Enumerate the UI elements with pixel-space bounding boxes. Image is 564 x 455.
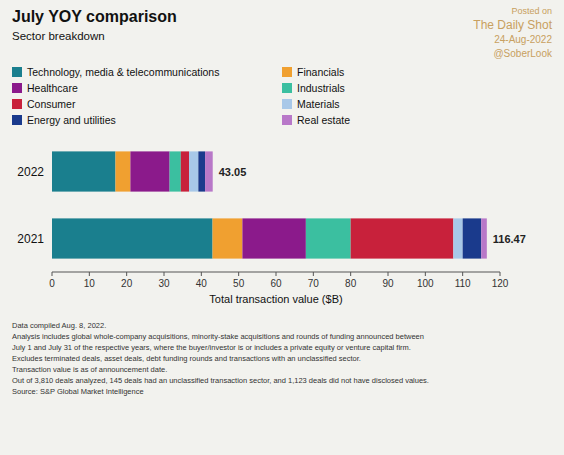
bar <box>205 151 213 191</box>
x-tick <box>500 272 501 276</box>
legend-label: Real estate <box>297 114 350 126</box>
x-tick-label: 50 <box>233 278 245 289</box>
legend: Technology, media & telecommunications Fi… <box>12 66 350 126</box>
x-tick <box>89 272 90 276</box>
legend-swatch <box>282 115 292 125</box>
chart: July YOY comparison Sector breakdown Poste… <box>0 0 564 455</box>
x-tick-label: 40 <box>196 278 208 289</box>
bar <box>351 218 454 258</box>
x-axis-label: Total transaction value ($B) <box>209 293 342 305</box>
x-tick-label: 0 <box>49 278 55 289</box>
bar <box>130 151 169 191</box>
bar <box>481 218 487 258</box>
footnote: Out of 3,810 deals analyzed, 145 deals h… <box>12 376 429 385</box>
bar <box>52 218 213 258</box>
x-tick-label: 100 <box>417 278 434 289</box>
watermark: @SoberLook <box>493 48 553 59</box>
watermark: Posted on <box>511 6 552 16</box>
x-tick <box>238 272 239 276</box>
bar <box>52 151 115 191</box>
x-tick-label: 20 <box>121 278 133 289</box>
legend-label: Healthcare <box>27 82 78 94</box>
x-tick-label: 80 <box>345 278 357 289</box>
legend-swatch <box>282 99 292 109</box>
legend-swatch <box>282 83 292 93</box>
legend-label: Consumer <box>27 98 76 110</box>
footnote: July 1 and July 31 of the respective yea… <box>12 343 411 352</box>
x-tick <box>388 272 389 276</box>
footnote: Source: S&P Global Market Intelligence <box>12 387 144 396</box>
bars <box>52 151 487 258</box>
x-tick <box>462 272 463 276</box>
footnote: Analysis includes global whole-company a… <box>12 332 424 341</box>
bar <box>115 151 130 191</box>
footnote: Data compiled Aug. 8, 2022. <box>12 321 106 330</box>
total-label: 116.47 <box>493 233 526 245</box>
x-tick <box>350 272 351 276</box>
bar <box>242 218 305 258</box>
bar <box>189 151 198 191</box>
bar <box>213 218 243 258</box>
subtitle: Sector breakdown <box>12 30 105 42</box>
bar <box>181 151 189 191</box>
x-tick-label: 120 <box>492 278 509 289</box>
total-label: 43.05 <box>219 166 247 178</box>
bar <box>453 218 462 258</box>
title: July YOY comparison <box>12 8 177 25</box>
x-tick <box>201 272 202 276</box>
x-tick <box>313 272 314 276</box>
legend-label: Technology, media & telecommunications <box>27 66 219 78</box>
legend-label: Materials <box>297 98 340 110</box>
x-tick-label: 110 <box>455 278 471 289</box>
category-label: 2021 <box>17 232 44 246</box>
bar <box>306 218 351 258</box>
x-tick-label: 90 <box>382 278 394 289</box>
x-tick <box>126 272 127 276</box>
category-label: 2022 <box>17 165 44 179</box>
legend-swatch <box>12 115 22 125</box>
legend-label: Energy and utilities <box>27 114 116 126</box>
x-tick-label: 70 <box>308 278 320 289</box>
watermark: The Daily Shot <box>473 18 552 32</box>
legend-swatch <box>12 99 22 109</box>
x-tick-label: 60 <box>270 278 282 289</box>
bar <box>198 151 205 191</box>
bar <box>463 218 482 258</box>
legend-swatch <box>12 83 22 93</box>
legend-swatch <box>282 67 292 77</box>
x-tick <box>425 272 426 276</box>
x-tick <box>276 272 277 276</box>
watermark: 24-Aug-2022 <box>494 34 552 45</box>
bar <box>170 151 181 191</box>
legend-label: Financials <box>297 66 344 78</box>
footnote: Transaction value is as of announcement … <box>12 365 167 374</box>
x-tick <box>52 272 53 276</box>
x-tick <box>164 272 165 276</box>
footnote: Excludes terminated deals, asset deals, … <box>12 354 361 363</box>
x-tick-label: 10 <box>84 278 96 289</box>
legend-label: Industrials <box>297 82 345 94</box>
x-tick-label: 30 <box>158 278 170 289</box>
legend-swatch <box>12 67 22 77</box>
